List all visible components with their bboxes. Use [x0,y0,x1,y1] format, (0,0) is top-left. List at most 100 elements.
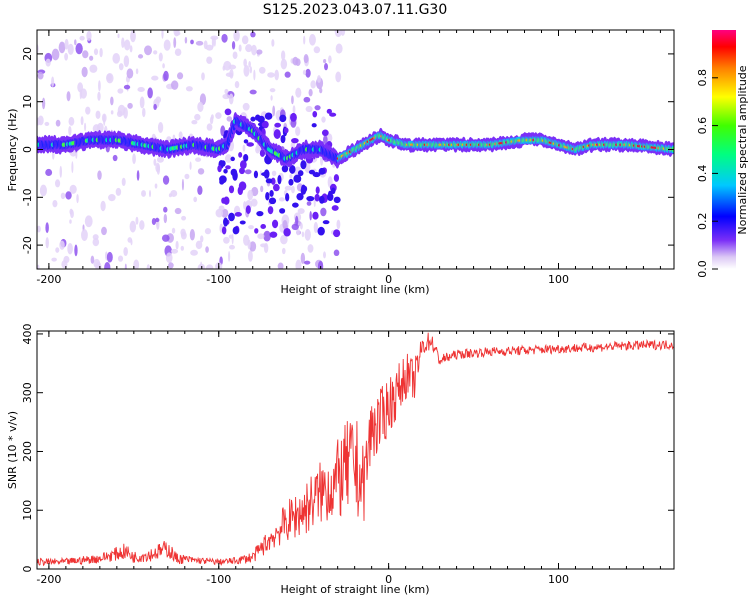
spectrogram-blob [221,226,227,235]
spectrogram-noise-blob [291,185,295,194]
spectrogram-noise-blob [59,165,63,178]
spectrogram-noise-blob [184,36,188,44]
spectrogram-noise-blob [282,220,288,230]
spectrogram-noise-blob [45,222,49,234]
spectrogram-noise-blob [123,246,128,257]
spectrogram-noise-blob [181,215,187,221]
spectrogram-noise-blob [297,208,305,215]
spectrogram-noise-blob [303,54,309,64]
spectrogram-blob [238,167,245,175]
spectrogram-noise-blob [224,88,229,95]
spectrogram-noise-blob [314,105,321,111]
spectrogram-ytick-label: 10 [21,95,34,109]
spectrogram-noise-blob [60,192,66,200]
spectrogram-noise-blob [65,191,72,200]
spectrogram-noise-blob [80,116,84,126]
spectrogram-noise-blob [277,262,284,269]
spectrogram-blob [321,129,329,137]
spectrogram-noise-blob [170,189,178,197]
spectrogram-noise-blob [313,46,321,54]
spectrogram-noise-blob [153,50,158,55]
spectrogram-noise-blob [300,222,303,230]
spectrogram-noise-blob [278,197,285,202]
spectrogram-noise-blob [280,234,288,245]
spectrogram-noise-blob [98,80,101,92]
spectrogram-blob [223,168,228,174]
spectrogram-noise-blob [67,242,73,255]
spectrogram-noise-blob [206,56,213,64]
spectrogram-noise-blob [247,239,251,250]
spectrogram-noise-blob [153,103,157,111]
spectrogram-noise-blob [250,198,258,207]
spectrogram-blob [279,208,286,214]
spectrogram-noise-blob [317,75,321,83]
snr-ytick-label: 400 [21,323,34,344]
colorbar-tick-label: 0.0 [696,260,709,278]
spectrogram-xtick-label: 0 [385,273,392,286]
spectrogram-blob [254,228,259,234]
spectrogram-xlabel: Height of straight line (km) [280,283,429,296]
spectrogram-noise-blob [229,244,235,250]
spectrogram-noise-blob [209,116,214,125]
spectrogram-blob [257,115,265,123]
spectrogram-noise-blob [142,107,146,118]
spectrogram-noise-blob [176,72,184,80]
spectrogram-noise-blob [197,168,205,175]
spectrogram-noise-blob [84,215,93,228]
spectrogram-noise-blob [103,114,106,126]
spectrogram-noise-blob [52,199,58,208]
spectrogram-noise-blob [303,260,311,265]
spectrogram-blob [319,195,325,204]
spectrogram-blob [232,226,239,235]
spectrogram-blob [268,197,277,205]
spectrogram-blob [270,177,276,185]
spectrogram-noise-blob [270,95,273,101]
spectrogram-blob [289,164,296,174]
spectrogram-noise-blob [79,35,85,41]
spectrogram-noise-blob [307,244,314,253]
spectrogram-noise-blob [115,187,122,196]
spectrogram-noise-blob [127,102,133,109]
spectrogram-noise-blob [146,264,151,269]
spectrogram-noise-blob [37,225,41,233]
spectrogram-noise-blob [284,185,292,191]
spectrogram-blob [271,219,279,229]
spectrogram-noise-blob [162,63,165,69]
spectrogram-noise-blob [161,234,170,242]
spectrogram-noise-blob [133,259,140,269]
spectrogram-ytick-label: -10 [21,188,34,206]
spectrogram-noise-blob [64,52,69,61]
spectrogram-noise-blob [197,185,203,196]
spectrogram-noise-blob [291,223,299,231]
spectrogram-noise-blob [148,190,152,198]
spectrogram-noise-blob [195,240,203,250]
spectrogram-noise-blob [51,76,55,87]
spectrogram-noise-blob [110,96,114,106]
spectrogram-noise-blob [100,200,106,212]
spectrogram-noise-blob [144,45,153,56]
spectrogram-noise-blob [174,48,182,56]
spectrogram-noise-blob [317,260,324,269]
spectrogram-noise-blob [248,225,254,230]
spectrogram-noise-blob [322,251,326,259]
spectrogram-blob [312,211,319,220]
spectrogram-noise-blob [260,185,264,193]
spectrogram-noise-blob [280,58,288,70]
spectrogram-noise-blob [195,157,202,162]
spectrogram-noise-blob [76,193,79,204]
spectrogram-noise-blob [224,154,232,163]
spectrogram-blob [312,110,318,118]
spectrogram-blob [318,167,326,175]
spectrogram-noise-blob [296,228,300,236]
spectrogram-noise-blob [323,59,327,64]
spectrogram-noise-blob [59,240,65,250]
spectrogram-blob [288,178,294,186]
spectrogram-noise-blob [162,175,170,185]
snr-ylabel: SNR (10 * v/v) [6,411,19,489]
spectrogram-noise-blob [163,206,168,213]
spectrogram-noise-blob [250,31,256,38]
snr-xlabel: Height of straight line (km) [280,583,429,596]
spectrogram-noise-blob [123,84,131,90]
spectrogram-noise-blob [215,208,224,218]
spectrogram-noise-blob [222,93,230,100]
